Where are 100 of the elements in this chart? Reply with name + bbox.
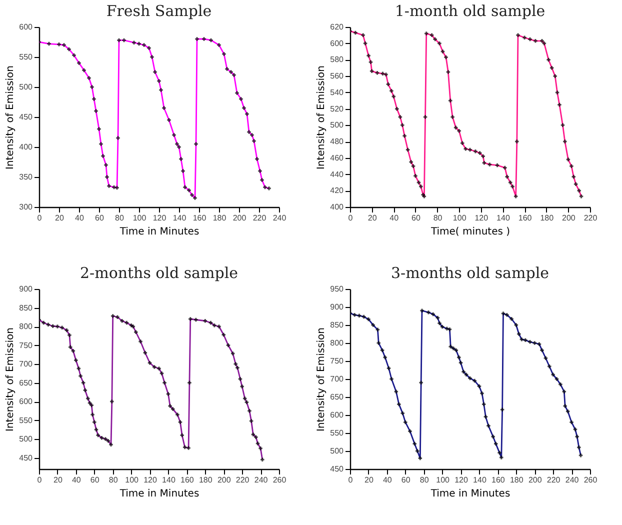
- y-tick-label: 480: [330, 137, 344, 146]
- x-tick-label: 140: [496, 214, 510, 222]
- x-tick-label: 200: [562, 214, 576, 222]
- x-tick-label: 100: [452, 214, 467, 222]
- x-tick-label: 40: [75, 214, 84, 222]
- y-tick-label: 550: [19, 52, 34, 62]
- y-axis-title: Intensity of Emission: [5, 327, 16, 432]
- x-tick-label: 180: [510, 476, 524, 484]
- x-tick-label: 240: [254, 476, 268, 484]
- x-tick-label: 100: [132, 214, 147, 222]
- x-tick-label: 100: [125, 476, 140, 484]
- x-tick-label: 180: [212, 214, 227, 222]
- x-axis-title: Time( minutes ): [430, 226, 510, 238]
- chart-title: 2-months old sample: [80, 264, 238, 282]
- x-tick-label: 60: [95, 214, 104, 222]
- x-tick-label: 120: [454, 476, 468, 484]
- y-tick-label: 620: [330, 22, 344, 32]
- chart-title: 1-month old sample: [394, 2, 546, 20]
- y-tick-label: 500: [330, 120, 344, 130]
- x-axis-title: Time in Minutes: [430, 488, 510, 500]
- x-tick-label: 120: [152, 214, 167, 222]
- y-tick-label: 650: [330, 392, 344, 402]
- y-tick-label: 460: [330, 153, 344, 162]
- x-tick-label: 140: [162, 476, 176, 484]
- x-tick-label: 140: [473, 476, 487, 484]
- x-tick-label: 40: [390, 214, 400, 222]
- x-tick-label: 0: [37, 214, 42, 222]
- y-tick-label: 400: [330, 202, 344, 212]
- y-tick-label: 750: [330, 356, 344, 366]
- x-tick-label: 200: [217, 476, 232, 484]
- x-tick-label: 120: [474, 214, 489, 222]
- y-tick-label: 750: [19, 340, 34, 350]
- y-tick-label: 300: [19, 202, 34, 212]
- x-tick-label: 80: [420, 476, 430, 484]
- x-tick-label: 160: [492, 476, 506, 484]
- y-tick-label: 500: [19, 434, 34, 444]
- y-tick-label: 450: [19, 453, 34, 462]
- x-tick-label: 120: [144, 476, 158, 484]
- y-tick-label: 650: [19, 378, 34, 388]
- y-tick-label: 850: [19, 303, 34, 312]
- y-tick-label: 350: [19, 172, 34, 182]
- x-tick-label: 180: [198, 476, 213, 484]
- y-tick-label: 550: [19, 416, 34, 425]
- x-tick-label: 220: [236, 476, 250, 484]
- x-tick-label: 160: [180, 476, 194, 484]
- x-tick-label: 40: [382, 476, 392, 484]
- y-tick-label: 540: [330, 88, 344, 97]
- y-tick-label: 450: [330, 464, 344, 474]
- x-tick-label: 220: [546, 476, 561, 484]
- x-axis-title: Time in Minutes: [118, 488, 200, 500]
- x-tick-label: 20: [54, 476, 63, 484]
- x-tick-label: 0: [348, 214, 354, 222]
- y-tick-label: 700: [330, 374, 344, 384]
- y-tick-label: 520: [330, 104, 344, 114]
- y-tick-label: 600: [19, 22, 34, 32]
- y-axis-title: Intensity of Emission: [5, 65, 16, 170]
- x-tick-label: 20: [55, 214, 64, 222]
- y-tick-label: 560: [330, 72, 344, 81]
- x-axis-title: Time in Minutes: [118, 226, 200, 238]
- x-tick-label: 200: [528, 476, 542, 484]
- y-tick-label: 700: [19, 360, 34, 368]
- x-tick-label: 260: [584, 476, 598, 484]
- x-tick-label: 140: [172, 214, 187, 222]
- x-tick-label: 80: [433, 214, 443, 222]
- y-tick-label: 400: [19, 142, 34, 152]
- y-axis-title: Intensity of Emission: [316, 65, 328, 170]
- x-tick-label: 200: [232, 214, 247, 222]
- y-tick-label: 420: [330, 186, 344, 196]
- x-tick-label: 80: [115, 214, 124, 222]
- y-tick-label: 450: [19, 112, 34, 122]
- x-tick-label: 0: [37, 476, 42, 484]
- y-tick-label: 500: [19, 82, 34, 92]
- y-tick-label: 950: [330, 284, 344, 294]
- y-tick-label: 900: [330, 302, 344, 312]
- x-tick-label: 0: [348, 476, 354, 484]
- x-tick-label: 20: [364, 476, 374, 484]
- x-tick-label: 80: [108, 476, 118, 484]
- x-tick-label: 20: [368, 214, 378, 222]
- y-tick-label: 580: [330, 55, 344, 64]
- y-tick-label: 800: [330, 338, 344, 348]
- x-tick-label: 240: [565, 476, 580, 484]
- y-tick-label: 900: [19, 284, 34, 294]
- x-tick-label: 40: [72, 476, 82, 484]
- x-tick-label: 60: [90, 476, 100, 484]
- chart-title: Fresh Sample: [106, 2, 212, 20]
- x-tick-label: 220: [252, 214, 267, 222]
- y-tick-label: 600: [330, 410, 344, 420]
- chart-title: 3-months old sample: [390, 264, 550, 282]
- x-tick-label: 220: [584, 214, 598, 222]
- y-axis-title: Intensity of Emission: [316, 327, 328, 432]
- x-tick-label: 60: [412, 214, 421, 222]
- x-tick-label: 60: [401, 476, 411, 484]
- x-tick-label: 100: [436, 476, 450, 484]
- y-tick-label: 800: [19, 322, 34, 331]
- x-tick-label: 160: [518, 214, 532, 222]
- y-tick-label: 500: [330, 446, 344, 456]
- y-tick-label: 600: [19, 397, 34, 406]
- x-tick-label: 160: [192, 214, 207, 222]
- y-tick-label: 440: [330, 170, 344, 179]
- x-tick-label: 240: [272, 214, 287, 222]
